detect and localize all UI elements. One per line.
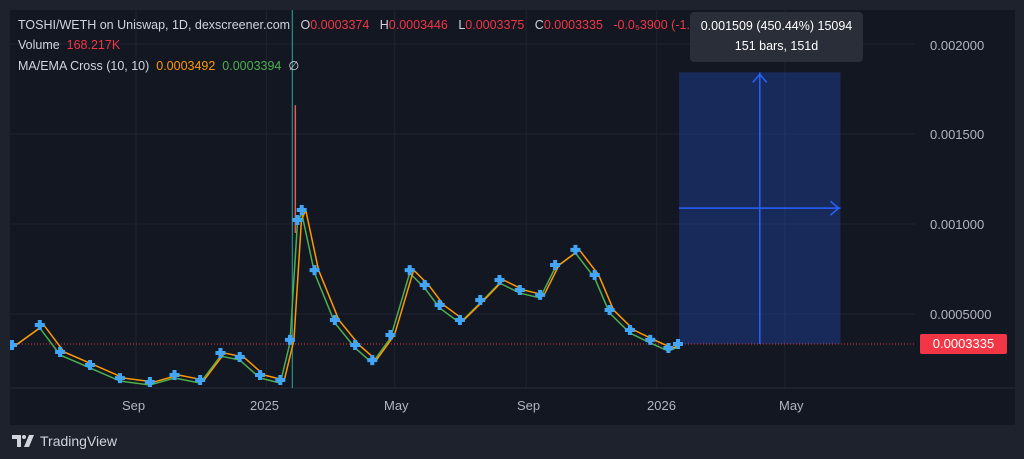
cross-marker [385,330,396,341]
close-value: 0.0003335 [543,18,603,32]
measure-change: 0.001509 (450.44%) 15094 [700,19,853,33]
cross-marker [550,260,561,271]
low-label: L [458,18,466,32]
cross-marker [475,294,486,305]
price-tick: 0.001500 [930,127,985,142]
cross-marker [284,334,295,345]
cross-marker [34,319,45,330]
ma-value: 0.0003492 [156,59,216,73]
high-label: H [379,18,389,32]
time-tick: 2025 [250,398,279,413]
volume-label: Volume [18,38,60,52]
open-value: 0.0003374 [310,18,370,32]
cross-marker [10,339,17,350]
arrow-right-icon [830,200,840,216]
tradingview-logo-icon [12,435,34,447]
low-value: 0.0003375 [465,18,525,32]
ma-line [15,207,683,383]
cross-marker [589,269,600,280]
time-tick: May [384,398,409,413]
cross-marker [292,215,303,226]
cross-marker [419,280,430,291]
cross-marker [535,289,546,300]
price-tick: 0.002000 [930,38,985,53]
ma-label: MA/EMA Cross (10, 10) [18,59,150,73]
current-price-label: 0.0003335 [920,334,1007,354]
chart-pane[interactable] [10,10,1015,425]
volume-legend: Volume 168.217K [18,38,120,52]
time-tick: May [779,398,804,413]
cross-marker [350,339,361,350]
arrow-up-icon [752,73,768,83]
cross-marker [494,274,505,285]
ma-legend: MA/EMA Cross (10, 10) 0.0003492 0.000339… [18,58,299,73]
cross-marker [367,355,378,366]
measure-tooltip: 0.001509 (450.44%) 15094 151 bars, 151d [690,12,863,62]
brand-name: TradingView [40,433,118,449]
cross-marker [645,334,656,345]
time-tick: 2026 [647,398,676,413]
cross-marker [114,373,125,384]
cross-marker [514,285,525,296]
ema-value: 0.0003394 [222,59,282,73]
cross-marker [234,352,245,363]
cross-marker [195,375,206,386]
cross-marker [275,375,286,386]
cross-marker [570,244,581,255]
cross-marker [296,204,307,215]
time-tick: Sep [122,398,146,413]
cross-marker [255,370,266,381]
symbol-legend: TOSHI/WETH on Uniswap, 1D, dexscreener.c… [18,18,719,32]
price-tick: 0.0005000 [930,307,992,322]
measure-bars: 151 bars, 151d [734,39,819,53]
price-plot[interactable] [10,10,1015,425]
volume-value: 168.217K [66,38,121,52]
price-tick: 0.001000 [930,217,985,232]
time-tick: Sep [517,398,541,413]
cross-marker [454,314,465,325]
cross-marker [55,346,66,357]
tradingview-brand[interactable]: TradingView [12,433,117,449]
open-label: O [300,18,311,32]
cross-marker [663,343,674,354]
cross-marker [673,339,684,350]
cross-marker [404,265,415,276]
close-label: C [534,18,544,32]
cross-marker [434,300,445,310]
cross-marker [144,377,155,388]
cross-marker [309,265,320,276]
high-value: 0.0003446 [388,18,448,32]
cross-marker [604,305,615,316]
cross-marker [169,370,180,381]
cross-marker [85,359,96,370]
cross-marker [329,314,340,325]
cross-marker [624,325,635,336]
symbol-title: TOSHI/WETH on Uniswap, 1D, dexscreener.c… [18,18,291,32]
ema-line [11,210,679,386]
cross-marker [215,348,226,359]
ma-extra: ∅ [288,59,300,73]
